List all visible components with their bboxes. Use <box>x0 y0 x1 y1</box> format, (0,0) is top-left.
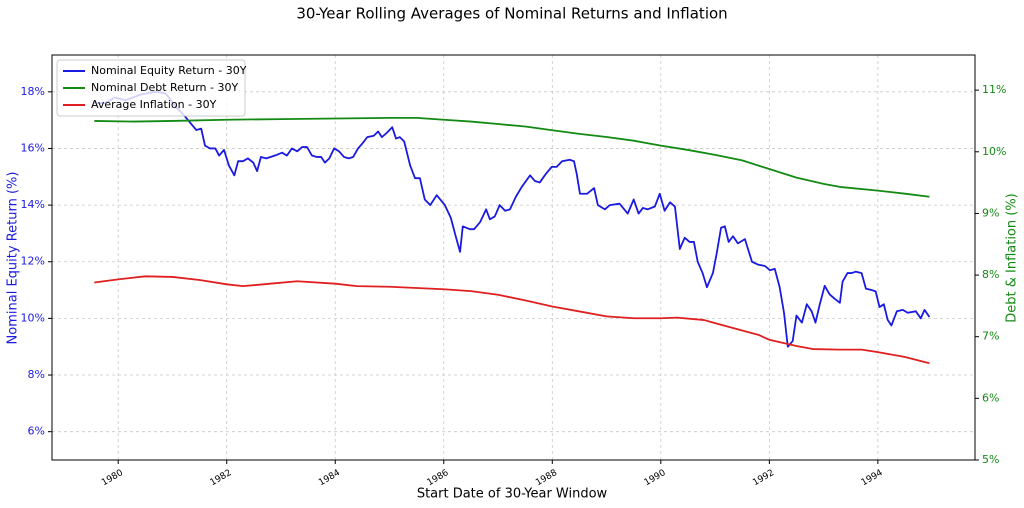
y2-tick-label: 8% <box>982 268 999 281</box>
y2-tick-label: 5% <box>982 453 999 466</box>
x-axis-label: Start Date of 30-Year Window <box>417 487 608 502</box>
x-tick-label: 1980 <box>100 468 125 488</box>
x-tick-label: 1982 <box>209 468 234 488</box>
legend-label: Average Inflation - 30Y <box>91 98 217 111</box>
x-tick-label: 1990 <box>643 468 668 488</box>
series-line <box>94 90 931 348</box>
y-tick-label: 6% <box>28 425 45 438</box>
y-tick-label: 14% <box>21 198 45 211</box>
y-tick-label: 12% <box>21 255 45 268</box>
y2-tick-label: 10% <box>982 145 1006 158</box>
series-line <box>94 275 930 365</box>
y-tick-label: 18% <box>21 85 45 98</box>
y2-tick-label: 7% <box>982 330 999 343</box>
y-tick-label: 8% <box>28 368 45 381</box>
x-tick-label: 1992 <box>751 468 776 488</box>
x-tick-label: 1988 <box>534 468 559 488</box>
y-axis-label: Nominal Equity Return (%) <box>6 172 21 345</box>
legend-label: Nominal Debt Return - 30Y <box>91 81 238 94</box>
legend-label: Nominal Equity Return - 30Y <box>91 64 247 77</box>
y2-tick-label: 11% <box>982 83 1006 96</box>
chart-title: 30-Year Rolling Averages of Nominal Retu… <box>296 5 727 23</box>
y2-tick-label: 6% <box>982 391 999 404</box>
y2-axis-label: Debt & Inflation (%) <box>1005 193 1020 323</box>
x-tick-label: 1984 <box>317 468 342 488</box>
plot-frame <box>51 54 976 461</box>
y2-tick-label: 9% <box>982 206 999 219</box>
series-line <box>94 116 930 198</box>
y-tick-label: 16% <box>21 141 45 154</box>
x-tick-label: 1986 <box>426 468 451 488</box>
y-tick-label: 10% <box>21 311 45 324</box>
x-tick-label: 1994 <box>860 468 885 488</box>
legend-box <box>56 59 246 117</box>
